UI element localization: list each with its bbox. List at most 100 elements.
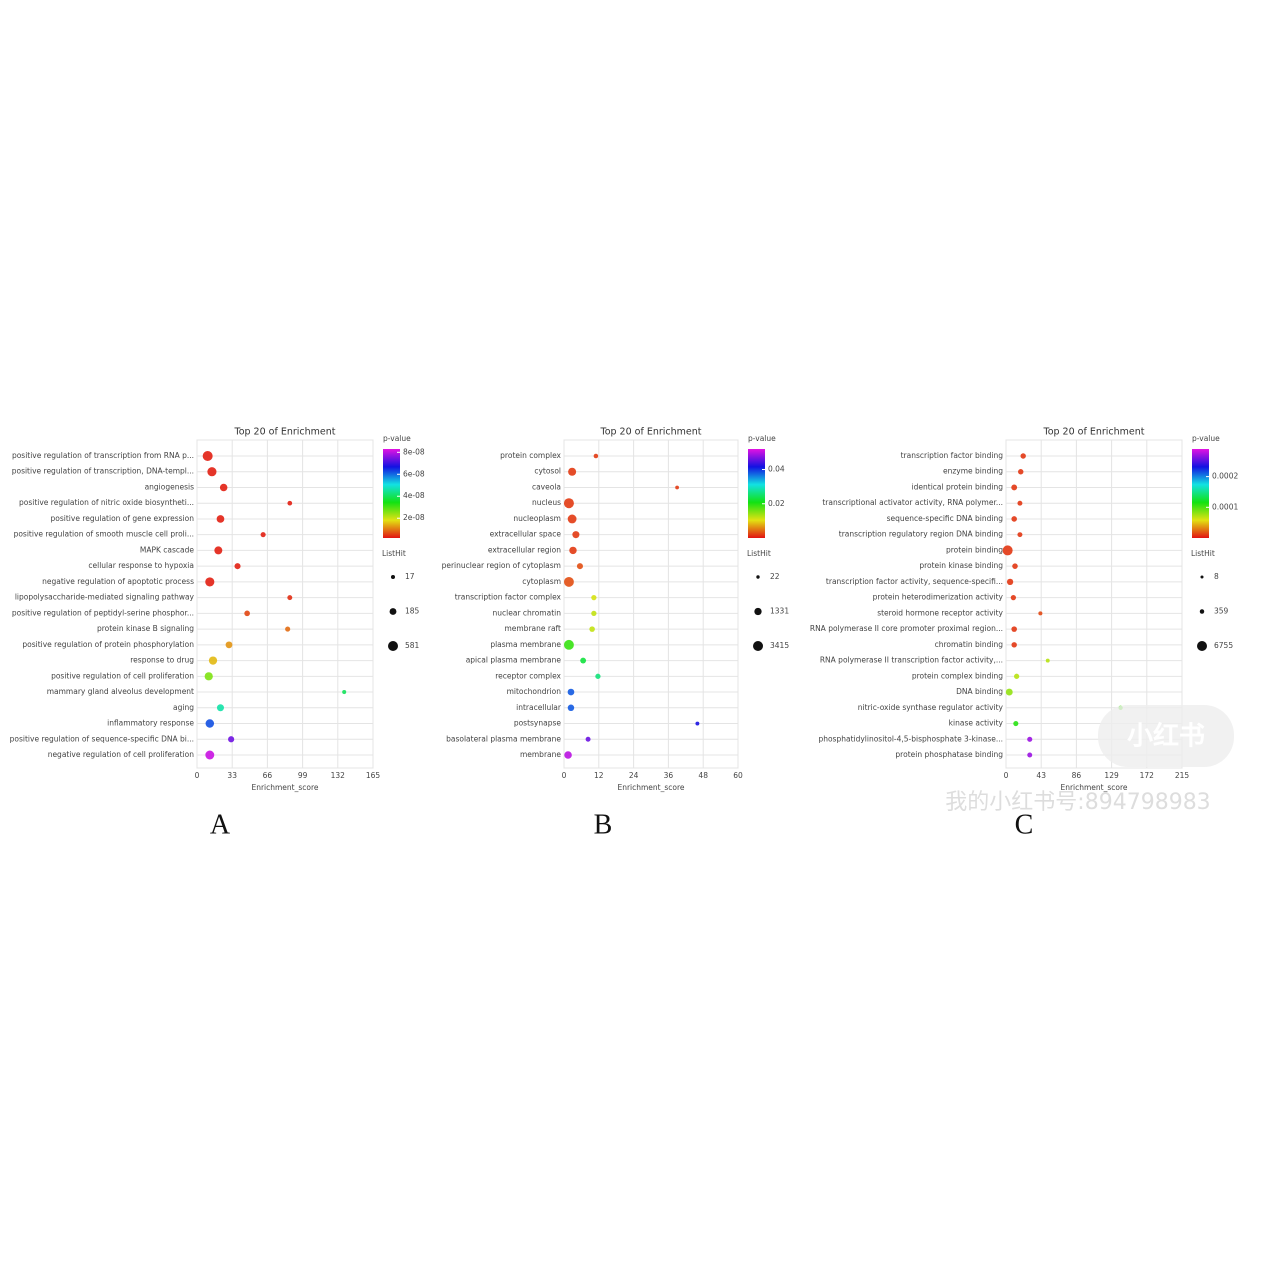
- x-tick-label: 33: [227, 771, 237, 780]
- bubble: [563, 576, 574, 587]
- y-tick-label: lipopolysaccharide-mediated signaling pa…: [15, 593, 195, 602]
- colorbar-tick-label: 8e-08: [403, 447, 425, 456]
- size-legend-label: 581: [405, 641, 420, 650]
- colorbar-tick-label: 0.0001: [1212, 502, 1238, 511]
- y-tick-label: positive regulation of peptidyl-serine p…: [12, 608, 194, 617]
- y-tick-label: negative regulation of cell proliferatio…: [48, 750, 195, 759]
- bubble: [205, 577, 215, 587]
- colorbar: [748, 449, 765, 538]
- x-tick-label: 0: [1004, 771, 1009, 780]
- y-tick-label: mitochondrion: [507, 687, 562, 696]
- y-tick-label: postsynapse: [514, 719, 562, 728]
- size-legend-dot: [389, 608, 397, 615]
- bubble: [234, 563, 241, 570]
- x-tick-label: 215: [1175, 771, 1190, 780]
- bubble: [244, 610, 250, 617]
- y-tick-label: positive regulation of smooth muscle cel…: [14, 530, 194, 539]
- y-tick-label: membrane: [520, 750, 561, 759]
- y-tick-label: protein kinase binding: [919, 561, 1003, 570]
- bubble: [214, 546, 223, 555]
- watermark: 小红书: [1127, 721, 1205, 752]
- bubble: [228, 736, 235, 743]
- plot-area: [563, 439, 739, 769]
- size-legend-title: ListHit: [747, 549, 771, 558]
- y-tick-label: basolateral plasma membrane: [446, 734, 561, 743]
- bubble: [572, 531, 580, 539]
- y-tick-label: intracellular: [516, 703, 562, 712]
- bubble: [1038, 611, 1043, 616]
- y-tick-label: response to drug: [130, 656, 194, 665]
- y-tick-label: nucleoplasm: [513, 514, 561, 523]
- x-tick-label: 66: [263, 771, 273, 780]
- bubble: [675, 485, 679, 490]
- bubble: [591, 594, 597, 601]
- bubble: [569, 546, 577, 555]
- bubble: [591, 610, 597, 617]
- bubble: [287, 500, 293, 506]
- y-tick-label: kinase activity: [949, 719, 1004, 728]
- bubble: [225, 641, 233, 649]
- y-tick-label: enzyme binding: [943, 467, 1003, 476]
- bubble: [564, 751, 572, 759]
- bubble: [1006, 578, 1014, 586]
- size-legend-label: 17: [405, 572, 415, 581]
- size-legend-dot: [1199, 609, 1205, 614]
- x-tick-label: 165: [366, 771, 381, 780]
- y-tick-label: cellular response to hypoxia: [88, 561, 194, 570]
- y-tick-label: sequence-specific DNA binding: [887, 514, 1004, 523]
- bubble: [1011, 484, 1018, 491]
- y-tick-label: extracellular region: [488, 545, 561, 554]
- y-tick-label: protein phosphatase binding: [895, 750, 1003, 759]
- y-tick-label: negative regulation of apoptotic process: [42, 577, 194, 586]
- y-tick-label: membrane raft: [504, 624, 561, 633]
- y-tick-label: transcription factor complex: [455, 593, 562, 602]
- y-tick-label: positive regulation of protein phosphory…: [22, 640, 194, 649]
- size-legend-label: 1331: [770, 607, 789, 616]
- panel-label: B: [594, 809, 613, 840]
- bubble: [202, 451, 213, 461]
- y-tick-label: cytoplasm: [522, 577, 561, 586]
- bubble: [1011, 516, 1017, 522]
- bubble: [1017, 500, 1023, 506]
- bubble: [1012, 563, 1018, 569]
- bubble: [208, 656, 218, 665]
- y-tick-label: protein binding: [946, 545, 1003, 554]
- y-tick-label: protein complex: [500, 451, 561, 460]
- size-legend-label: 3415: [770, 641, 789, 650]
- bubble: [567, 514, 577, 524]
- y-tick-label: angiogenesis: [145, 482, 195, 491]
- x-tick-label: 99: [298, 771, 308, 780]
- bubble: [563, 639, 574, 650]
- x-tick-label: 24: [629, 771, 639, 780]
- x-tick-label: 43: [1036, 771, 1046, 780]
- x-tick-label: 0: [562, 771, 567, 780]
- bubble: [1013, 720, 1019, 727]
- bubble: [1002, 545, 1013, 556]
- bubble: [260, 532, 266, 538]
- x-tick-label: 0: [195, 771, 200, 780]
- size-legend-dot: [753, 641, 763, 651]
- bubble: [204, 672, 213, 681]
- bubble: [1011, 642, 1017, 648]
- y-tick-label: positive regulation of gene expression: [51, 514, 195, 523]
- y-tick-label: extracellular space: [490, 530, 562, 539]
- x-tick-label: 129: [1104, 771, 1119, 780]
- size-legend-label: 185: [405, 607, 420, 616]
- y-tick-label: mammary gland alveolus development: [47, 687, 194, 696]
- colorbar: [1192, 449, 1209, 538]
- bubble: [205, 719, 215, 728]
- size-legend-dot: [388, 641, 398, 651]
- y-tick-label: nucleus: [532, 498, 561, 507]
- bubble: [580, 657, 587, 664]
- size-legend-label: 8: [1214, 572, 1219, 581]
- y-tick-label: protein kinase B signaling: [97, 624, 194, 633]
- colorbar-title: p-value: [1192, 434, 1220, 443]
- x-tick-label: 86: [1072, 771, 1082, 780]
- size-legend-title: ListHit: [1191, 549, 1215, 558]
- y-tick-label: phosphatidylinositol-4,5-bisphosphate 3-…: [818, 734, 1003, 743]
- y-tick-label: plasma membrane: [490, 640, 561, 649]
- y-tick-label: transcription factor activity, sequence-…: [826, 577, 1003, 586]
- x-axis-label: Enrichment_score: [251, 783, 318, 792]
- bubble: [219, 483, 228, 492]
- colorbar-tick-label: 4e-08: [403, 491, 425, 500]
